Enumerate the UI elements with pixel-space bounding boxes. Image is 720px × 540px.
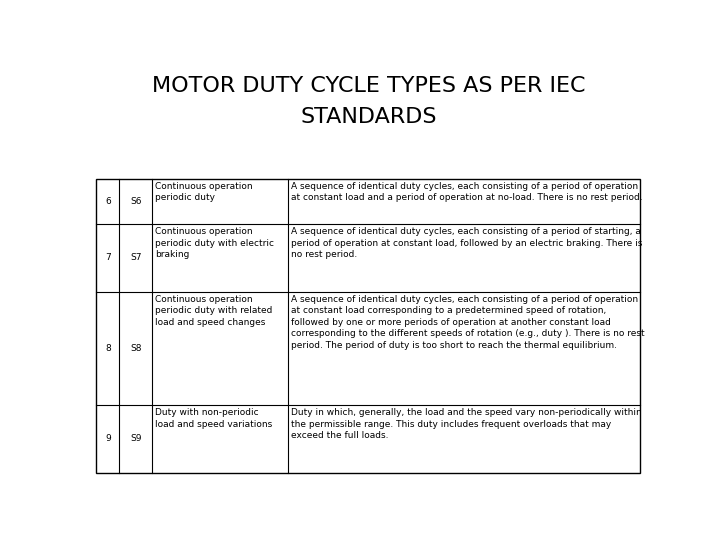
Text: 7: 7 (105, 253, 111, 262)
Text: S6: S6 (130, 197, 141, 206)
Text: STANDARDS: STANDARDS (301, 107, 437, 127)
Text: Continuous operation
periodic duty: Continuous operation periodic duty (155, 182, 253, 202)
Text: S7: S7 (130, 253, 141, 262)
Text: 8: 8 (105, 344, 111, 353)
Text: Duty with non-periodic
load and speed variations: Duty with non-periodic load and speed va… (155, 408, 272, 429)
Text: 6: 6 (105, 197, 111, 206)
Text: Continuous operation
periodic duty with related
load and speed changes: Continuous operation periodic duty with … (155, 295, 272, 327)
Text: A sequence of identical duty cycles, each consisting of a period of operation
at: A sequence of identical duty cycles, eac… (291, 295, 644, 350)
Text: A sequence of identical duty cycles, each consisting of a period of starting, a
: A sequence of identical duty cycles, eac… (291, 227, 642, 259)
Text: A sequence of identical duty cycles, each consisting of a period of operation
at: A sequence of identical duty cycles, eac… (291, 182, 642, 202)
Text: 9: 9 (105, 435, 111, 443)
Text: Duty in which, generally, the load and the speed vary non-periodically within
th: Duty in which, generally, the load and t… (291, 408, 642, 440)
Text: S8: S8 (130, 344, 141, 353)
Text: MOTOR DUTY CYCLE TYPES AS PER IEC: MOTOR DUTY CYCLE TYPES AS PER IEC (152, 76, 586, 96)
Text: S9: S9 (130, 435, 141, 443)
Text: Continuous operation
periodic duty with electric
braking: Continuous operation periodic duty with … (155, 227, 274, 259)
